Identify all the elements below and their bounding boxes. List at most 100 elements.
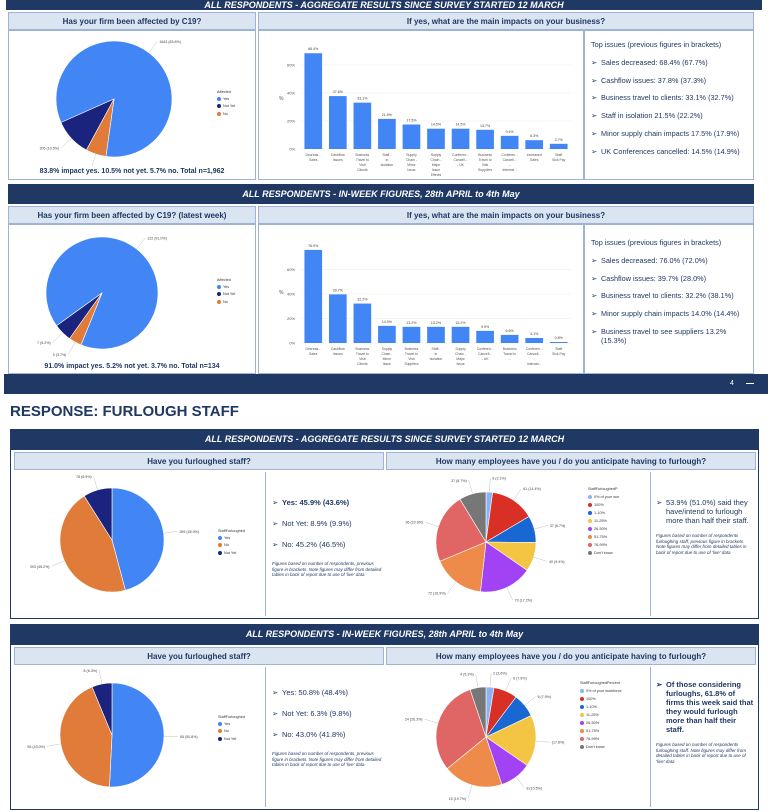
furlough-week-dist-pie: 2 (2.6%) 6 (7.9%) 6 (7.9%) (17.8%) 8 (10.5%)… [405, 672, 564, 801]
x-tick-label: Supply [455, 347, 466, 351]
bar [451, 326, 470, 343]
pie-label: 24 (26.3%) [405, 718, 423, 722]
bar [304, 249, 323, 343]
bullet-item: ➢ Yes: 50.8% (48.4%) [272, 688, 349, 697]
pie-slice [446, 736, 503, 788]
legend-item: 0% of your workforce [580, 688, 622, 696]
x-tick-label: Effects [431, 173, 442, 177]
issues-header: Top issues (previous figures in brackets… [591, 238, 722, 247]
furlough-week-divider [265, 667, 266, 807]
pie-leader [489, 478, 491, 493]
bar-value-label: 21.5% [382, 113, 393, 117]
furlough-agg-q1-header: Have you furloughed staff? [14, 452, 384, 470]
pie-slice [111, 487, 165, 591]
x-tick-label: - [534, 357, 535, 361]
pie-label: 96 (22.6%) [406, 521, 424, 525]
bar [476, 129, 494, 149]
x-tick-label: Travel to [503, 352, 516, 356]
page-number: 4 [730, 380, 734, 387]
pie-slice [459, 491, 487, 544]
legend-item: 76-99% [588, 542, 619, 550]
issue-item: ➢ Business travel to clients: 32.2% (38.1… [591, 291, 734, 301]
x-tick-label: Business [355, 153, 369, 157]
bar-value-label: 0.8% [555, 336, 564, 340]
x-tick-label: Suppliers [478, 168, 492, 172]
bar [549, 143, 568, 149]
legend-item: No [218, 728, 245, 735]
top-issues-panel: Top issues (previous figures in brackets… [584, 30, 754, 180]
y-tick-label: 60% [287, 63, 295, 68]
legend-item: Yes [218, 721, 245, 728]
pie-leader [513, 488, 522, 501]
y-axis-label: % [279, 290, 284, 296]
x-tick-label: Issue [383, 362, 391, 366]
pie-label: 8 (10.5%) [526, 787, 542, 791]
page-footer-bar: 4 [4, 374, 768, 394]
legend-item: 100% [588, 502, 619, 510]
pie-slice [83, 487, 113, 542]
y-tick-label: 20% [287, 119, 295, 124]
issue-item: ➢ Sales decreased: 68.4% (67.7%) [591, 57, 708, 67]
bar [476, 330, 494, 343]
legend-item: 51-75% [588, 534, 619, 542]
top-bar-panel: 60% 40% 20% 0%% 68.4% Decreas... Sales 37.8% Cas… [258, 30, 584, 180]
x-tick-label: Sales [309, 158, 318, 162]
furlough-week-legend: StaffFurloughed Yes No Not Yet [218, 714, 245, 743]
furlough-week-divider2 [650, 667, 651, 807]
summary-item: ➢ 53.9% (51.0%) said they have/intend to … [656, 498, 749, 525]
footer-dash [746, 383, 754, 384]
week-q1-header: Has your firm been affected by C19? (lat… [8, 206, 256, 224]
pie-slice [109, 682, 165, 788]
pie-leader [468, 480, 473, 494]
week-banner: ALL RESPONDENTS - IN-WEEK FIGURES, 28th … [8, 184, 754, 204]
week-issues-panel: Top issues (previous figures in brackets… [584, 224, 754, 374]
x-tick-label: Conferen... [526, 347, 543, 351]
x-tick-label: Staff - [432, 347, 441, 351]
pie-leader [524, 696, 536, 706]
pie-leader [533, 556, 548, 562]
bar-value-label: 4.1% [530, 332, 539, 336]
x-tick-label: Major [456, 357, 465, 361]
furlough-week-q2-header: How many employees have you / do you ant… [386, 647, 756, 665]
pie-slice [435, 498, 487, 562]
furlough-agg-divider2 [650, 472, 651, 616]
legend-item: No [218, 542, 245, 549]
x-tick-label: - UK [482, 357, 490, 361]
furlough-week-dist-legend: StaffFurloughedPercent 0% of your workfo… [580, 680, 622, 752]
pie-leader [468, 784, 473, 799]
furlough-agg-bullets: ➢ Yes: 45.9% (43.6%) ➢ Not Yet: 8.9% (9.9%… [272, 498, 382, 578]
pie-leader [425, 522, 439, 527]
legend-item: 0% of your wor [588, 494, 619, 502]
bar-value-label: 13.2% [406, 321, 417, 325]
x-tick-label: Issues [333, 158, 343, 162]
furlough-agg-pie: 399 (45.9%) 393 (45.2%) 78 (8.9%) [30, 475, 199, 593]
bullet-item: ➢ Not Yet: 8.9% (9.9%) [272, 519, 352, 528]
y-axis-label: % [279, 96, 284, 102]
pie-label: 7 (5.2%) [37, 341, 51, 345]
pie-label: 205 (10.5%) [40, 146, 60, 150]
pie-label: 9 (2.1%) [492, 477, 506, 481]
bar-value-label: 9.9% [481, 325, 490, 329]
x-tick-label: Visit [359, 163, 365, 167]
furlough-week-bullets: ➢ Yes: 50.8% (48.4%) ➢ Not Yet: 6.3% (9.8%… [272, 688, 382, 768]
x-tick-label: Conferen... [501, 153, 518, 157]
week-bar-chart: 60% 40% 20% 0%% 76.0% Decreas...Sales 39.7% Cas… [279, 244, 571, 366]
x-tick-label: Chain - [455, 352, 466, 356]
top-pie-caption: 83.8% impact yes. 10.5% not yet. 5.7% no… [39, 168, 225, 175]
legend-item: Yes [217, 284, 235, 291]
bar [525, 140, 544, 149]
x-tick-label: Suppliers [404, 362, 418, 366]
x-tick-label: Visit [359, 357, 365, 361]
pie-leader [506, 587, 513, 601]
y-tick-label: 60% [287, 267, 295, 272]
pie-label: 393 (45.2%) [30, 565, 50, 569]
legend-item: 51-75% [580, 728, 622, 736]
bar [451, 128, 470, 149]
pie-slice [485, 715, 537, 766]
pie-label: 399 (45.9%) [179, 530, 199, 534]
week-pie-caption: 91.0% impact yes. 5.2% not yet. 3.7% no.… [44, 363, 220, 370]
bar-value-label: 13.2% [431, 321, 442, 325]
pie-leader [148, 41, 158, 53]
pie-leader [91, 154, 97, 166]
bar [549, 342, 568, 343]
